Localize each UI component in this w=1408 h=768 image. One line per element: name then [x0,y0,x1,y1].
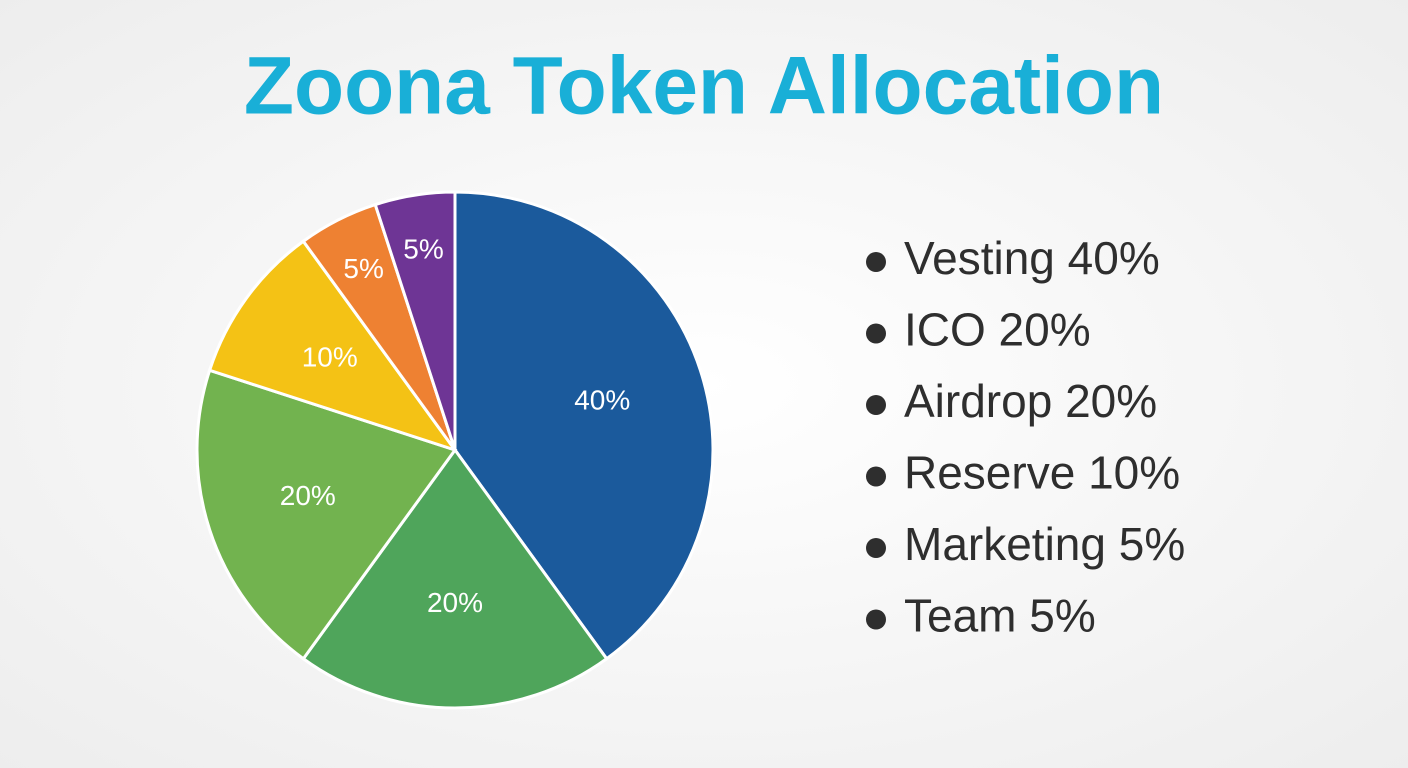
legend-label: Team 5% [904,590,1096,642]
legend-label: Vesting 40% [904,232,1160,284]
slice-label: 20% [280,480,336,511]
pie-slice [195,368,458,661]
chart-title: Zoona Token Allocation [244,41,1164,132]
legend-label: Marketing 5% [904,518,1185,570]
legend-bullet [866,609,886,630]
slice-label: 20% [427,587,483,618]
legend-label: ICO 20% [904,304,1091,356]
pie-slice [373,190,457,451]
legend: Vesting 40% ICO 20% Airdrop 20% Reserve 10%… [866,232,1185,642]
slice-label: 10% [302,341,358,372]
legend-label: Reserve 10% [904,447,1180,499]
legend-bullet [866,252,886,272]
legend-bullet [866,466,886,487]
legend-bullet [866,538,886,558]
slice-label: 40% [574,385,630,416]
slice-label: 5% [343,253,383,284]
legend-label: Airdrop 20% [904,375,1157,427]
pie-slice [301,447,609,710]
pie-slice [453,190,715,661]
slice-label: 5% [403,234,443,265]
pie-slice [207,239,459,453]
legend-bullet [866,323,886,344]
pie: 40% 20% 20% 10% 5% 5% [195,190,715,710]
legend-bullet [866,395,886,415]
